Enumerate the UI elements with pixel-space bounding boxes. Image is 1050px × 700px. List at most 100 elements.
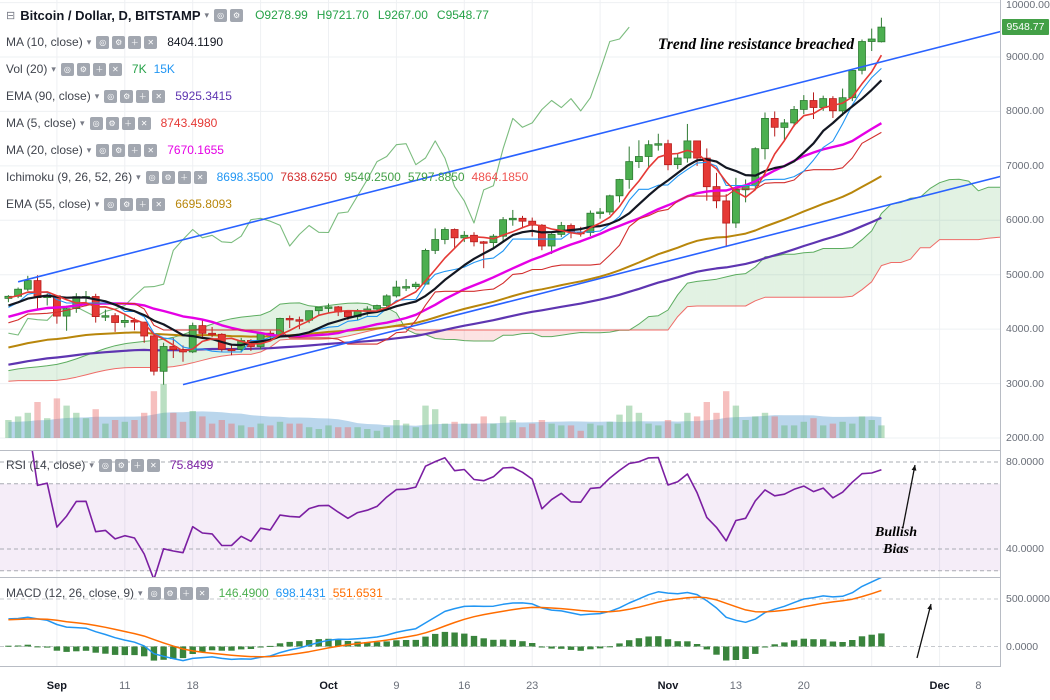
macd-dropdown-icon[interactable]: ▾ — [138, 587, 143, 598]
rsi-row[interactable]: RSI (14, close) ▾ ◎ ⚙ ＋ ✕ 75.8499 — [6, 455, 213, 475]
pane-separator-rsi-macd[interactable] — [0, 577, 1050, 578]
indicator-0-dropdown-icon[interactable]: ▾ — [86, 36, 92, 47]
indicator-2-gear-icon[interactable]: ⚙ — [120, 89, 134, 103]
macd-close-icon[interactable]: ✕ — [195, 586, 209, 600]
annotation-trendline-breach[interactable]: Trend line resistance breached — [657, 36, 855, 53]
rsi-gear-icon[interactable]: ⚙ — [114, 458, 128, 472]
price-axis[interactable]: 10000.00 9000.00 8000.00 7000.00 6000.00 5000… — [1000, 0, 1050, 667]
trendline-upper[interactable] — [17, 30, 1000, 283]
ohlc-low: L9267.00 — [377, 8, 428, 22]
indicator-3-plus-icon[interactable]: ＋ — [121, 116, 135, 130]
macd-gear-icon[interactable]: ⚙ — [163, 586, 177, 600]
macd-chart[interactable] — [0, 578, 1000, 666]
indicator-6-eye-icon[interactable]: ◎ — [104, 197, 118, 211]
macd-eye-icon[interactable]: ◎ — [147, 586, 161, 600]
time-tick-label: 9 — [393, 680, 400, 692]
rsi-arrow — [902, 464, 917, 528]
indicator-1-gear-icon[interactable]: ⚙ — [76, 62, 90, 76]
collapse-legend-icon[interactable]: ⊟ — [6, 9, 16, 22]
indicator-6-dropdown-icon[interactable]: ▾ — [94, 198, 100, 209]
annotation-bullish-bias[interactable]: Bullish Bias — [856, 524, 936, 558]
macd-arrow — [916, 603, 932, 659]
rsi-chart[interactable] — [0, 451, 1000, 577]
indicator-1-row[interactable]: Vol (20) ▾ ◎ ⚙ ＋ ✕ 7K 15K — [6, 59, 528, 79]
indicator-4-gear-icon[interactable]: ⚙ — [112, 143, 126, 157]
indicator-2-eye-icon[interactable]: ◎ — [104, 89, 118, 103]
rsi-eye-icon[interactable]: ◎ — [98, 458, 112, 472]
time-axis[interactable]: Sep 11 18 Oct 9 16 23 Nov 13 20 Dec 8 — [0, 667, 1050, 700]
indicator-3-gear-icon[interactable]: ⚙ — [105, 116, 119, 130]
indicator-1-dropdown-icon[interactable]: ▾ — [51, 63, 56, 74]
indicator-5-label: Ichimoku (9, 26, 52, 26) — [6, 170, 133, 184]
indicator-4-eye-icon[interactable]: ◎ — [96, 143, 110, 157]
rsi-close-icon[interactable]: ✕ — [146, 458, 160, 472]
indicator-5-value-4: 4864.1850 — [471, 170, 529, 184]
indicator-4-plus-icon[interactable]: ＋ — [128, 143, 142, 157]
indicator-0-value-0: 8404.1190 — [167, 35, 224, 49]
indicator-5-value-0: 8698.3500 — [216, 170, 274, 184]
indicator-3-row[interactable]: MA (5, close) ▾ ◎ ⚙ ＋ ✕ 8743.4980 — [6, 113, 528, 133]
indicator-5-eye-icon[interactable]: ◎ — [145, 170, 159, 184]
indicator-2-row[interactable]: EMA (90, close) ▾ ◎ ⚙ ＋ ✕ 5925.3415 — [6, 86, 528, 106]
indicator-1-plus-icon[interactable]: ＋ — [92, 62, 106, 76]
macd-label: MACD (12, 26, close, 9) — [6, 586, 135, 600]
trendline-lower[interactable] — [182, 175, 1000, 386]
indicator-0-eye-icon[interactable]: ◎ — [96, 35, 110, 49]
indicator-3-dropdown-icon[interactable]: ▾ — [80, 117, 85, 128]
time-tick-label: 13 — [729, 680, 743, 692]
price-tick-label: 7000.00 — [1006, 159, 1044, 172]
indicator-6-row[interactable]: EMA (55, close) ▾ ◎ ⚙ ＋ ✕ 6695.8093 — [6, 194, 528, 214]
indicator-0-plus-icon[interactable]: ＋ — [128, 35, 142, 49]
gear-icon[interactable]: ⚙ — [230, 8, 244, 22]
indicator-2-close-icon[interactable]: ✕ — [152, 89, 166, 103]
indicator-1-eye-icon[interactable]: ◎ — [60, 62, 74, 76]
candlestick-chart[interactable] — [0, 0, 1000, 450]
indicator-5-close-icon[interactable]: ✕ — [193, 170, 207, 184]
indicator-0-row[interactable]: MA (10, close) ▾ ◎ ⚙ ＋ ✕ 8404.1190 — [6, 32, 528, 52]
indicator-4-dropdown-icon[interactable]: ▾ — [86, 144, 92, 155]
macd-signal-line — [8, 589, 882, 658]
eye-icon[interactable]: ◎ — [214, 8, 228, 22]
rsi-grid — [56, 451, 941, 577]
indicator-0-gear-icon[interactable]: ⚙ — [112, 35, 126, 49]
indicator-3-value-0: 8743.4980 — [160, 116, 218, 130]
indicator-1-close-icon[interactable]: ✕ — [108, 62, 122, 76]
indicator-2-label: EMA (90, close) — [6, 89, 91, 103]
indicator-5-gear-icon[interactable]: ⚙ — [161, 170, 175, 184]
symbol-title[interactable]: Bitcoin / Dollar, D, BITSTAMP — [20, 7, 201, 23]
indicator-legend-rows: MA (10, close) ▾ ◎ ⚙ ＋ ✕ 8404.1190 Vol (20) ▾ ◎ ⚙ ＋… — [6, 32, 528, 214]
macd-legend: MACD (12, 26, close, 9) ▾ ◎ ⚙ ＋ ✕ 146.4900 698.… — [6, 583, 383, 610]
indicator-6-gear-icon[interactable]: ⚙ — [120, 197, 134, 211]
indicator-4-row[interactable]: MA (20, close) ▾ ◎ ⚙ ＋ ✕ 7670.1655 — [6, 140, 528, 160]
indicator-5-row[interactable]: Ichimoku (9, 26, 52, 26) ▾ ◎ ⚙ ＋ ✕ 8698.3500 76… — [6, 167, 528, 187]
rsi-dropdown-icon[interactable]: ▾ — [89, 459, 94, 470]
indicator-5-value-2: 9540.2500 — [344, 170, 401, 184]
indicator-4-close-icon[interactable]: ✕ — [144, 143, 158, 157]
price-tick-label: 3000.00 — [1006, 377, 1044, 390]
indicator-6-label: EMA (55, close) — [6, 197, 91, 211]
indicator-1-value-1: 15K — [153, 62, 175, 76]
chikou-line — [8, 26, 630, 336]
indicator-2-plus-icon[interactable]: ＋ — [136, 89, 150, 103]
indicator-2-dropdown-icon[interactable]: ▾ — [94, 90, 100, 101]
symbol-dropdown-icon[interactable]: ▾ — [204, 9, 210, 20]
indicator-6-close-icon[interactable]: ✕ — [152, 197, 166, 211]
rsi-legend: RSI (14, close) ▾ ◎ ⚙ ＋ ✕ 75.8499 — [6, 455, 213, 482]
indicator-0-close-icon[interactable]: ✕ — [144, 35, 158, 49]
indicator-5-dropdown-icon[interactable]: ▾ — [136, 171, 141, 182]
macd-value-2: 551.6531 — [332, 586, 383, 600]
indicator-5-plus-icon[interactable]: ＋ — [177, 170, 191, 184]
macd-plus-icon[interactable]: ＋ — [179, 586, 193, 600]
time-tick-label: 18 — [186, 680, 199, 692]
indicator-3-eye-icon[interactable]: ◎ — [89, 116, 103, 130]
ohlc-close: C9548.77 — [436, 8, 489, 22]
indicator-6-plus-icon[interactable]: ＋ — [136, 197, 150, 211]
rsi-band — [0, 483, 1000, 571]
symbol-title-row[interactable]: ⊟ Bitcoin / Dollar, D, BITSTAMP ▾ ◎ ⚙ O9… — [6, 5, 528, 25]
macd-row[interactable]: MACD (12, 26, close, 9) ▾ ◎ ⚙ ＋ ✕ 146.4900 698.… — [6, 583, 383, 603]
rsi-value-0: 75.8499 — [169, 458, 214, 472]
rsi-plus-icon[interactable]: ＋ — [130, 458, 144, 472]
pane-separator-main-rsi[interactable] — [0, 450, 1050, 451]
indicator-3-close-icon[interactable]: ✕ — [137, 116, 151, 130]
